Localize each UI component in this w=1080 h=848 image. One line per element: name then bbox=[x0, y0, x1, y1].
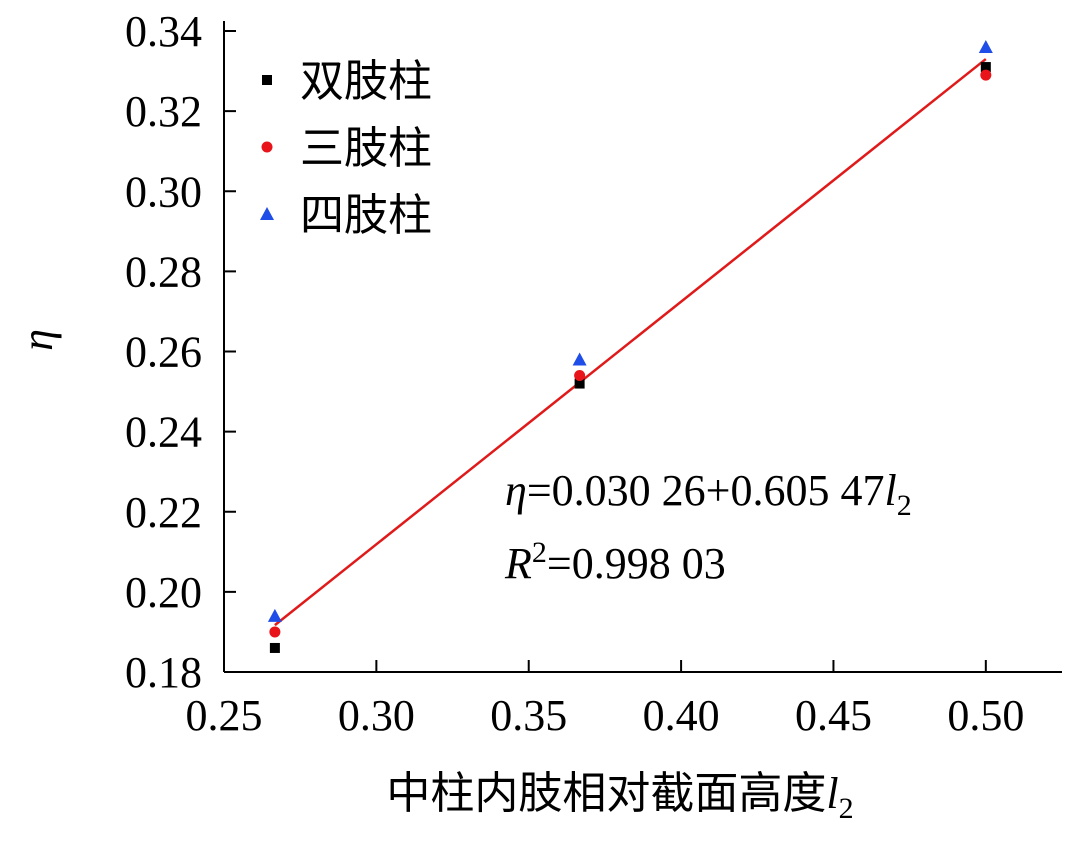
marker bbox=[980, 69, 992, 81]
x-axis-label-part: l bbox=[826, 769, 838, 818]
r-squared-part: R bbox=[504, 539, 532, 588]
marker bbox=[572, 352, 587, 366]
x-tick-label: 0.50 bbox=[947, 691, 1024, 740]
legend-marker bbox=[261, 141, 273, 153]
y-tick-label: 0.26 bbox=[125, 328, 202, 377]
y-tick-label: 0.32 bbox=[125, 87, 202, 136]
x-axis-label-part: 中柱内肢相对截面高度 bbox=[386, 768, 826, 819]
marker bbox=[267, 608, 282, 622]
y-tick-label: 0.24 bbox=[125, 408, 202, 457]
equation-part: η bbox=[505, 466, 527, 515]
marker bbox=[574, 378, 585, 389]
y-tick-label: 0.30 bbox=[125, 167, 202, 216]
marker bbox=[269, 626, 281, 638]
y-axis-label: η bbox=[13, 329, 62, 351]
marker bbox=[574, 370, 586, 382]
marker bbox=[269, 642, 280, 653]
legend-label: 双肢柱 bbox=[300, 56, 432, 107]
x-tick-label: 0.35 bbox=[490, 691, 567, 740]
fit-line bbox=[274, 58, 987, 627]
y-tick-label: 0.18 bbox=[125, 648, 202, 697]
equation: η=0.030 26+0.605 47l2 bbox=[505, 466, 912, 522]
x-axis-label-part: 2 bbox=[839, 792, 854, 825]
y-tick-label: 0.28 bbox=[125, 247, 202, 296]
legend-marker bbox=[260, 207, 274, 220]
y-tick-label: 0.20 bbox=[125, 568, 202, 617]
x-tick-label: 0.45 bbox=[795, 691, 872, 740]
equation-part: 2 bbox=[897, 489, 912, 522]
y-tick-label: 0.34 bbox=[125, 7, 202, 56]
x-tick-label: 0.40 bbox=[643, 691, 720, 740]
r-squared-part: =0.998 03 bbox=[547, 539, 726, 588]
legend-label: 三肢柱 bbox=[300, 123, 432, 174]
r-squared-part: 2 bbox=[532, 536, 547, 569]
legend-label: 四肢柱 bbox=[300, 190, 432, 241]
marker bbox=[980, 62, 991, 73]
x-axis-label: 中柱内肢相对截面高度l2 bbox=[386, 768, 853, 825]
x-tick-label: 0.25 bbox=[186, 691, 263, 740]
marker bbox=[978, 40, 993, 54]
x-tick-label: 0.30 bbox=[338, 691, 415, 740]
y-tick-label: 0.22 bbox=[125, 488, 202, 537]
legend-marker bbox=[262, 75, 272, 85]
r-squared: R2=0.998 03 bbox=[504, 536, 726, 588]
equation-part: l bbox=[884, 466, 896, 515]
equation-part: =0.030 26+0.605 47 bbox=[527, 466, 885, 515]
